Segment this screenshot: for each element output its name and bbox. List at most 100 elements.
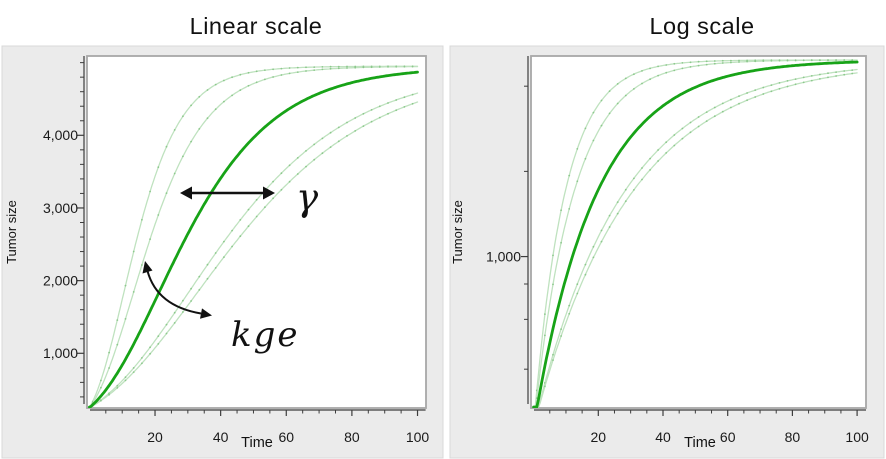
curve-marker-dot [600,99,603,102]
curve-marker-dot [149,346,152,349]
curve-marker-dot [608,214,611,217]
curve-marker-dot [132,250,135,253]
curve-marker-dot [313,143,316,146]
y-tick-label: 1,000 [486,248,521,264]
curve-marker-dot [255,70,258,73]
curve-marker-dot [198,95,201,98]
linear-scale-chart: 1,000 2,000 3,000 4,000 20 40 60 80 100 Linear … [1,13,444,459]
curve-marker-dot [657,65,659,68]
curve-marker-dot [568,208,571,210]
y-tick-label: 3,000 [43,200,78,216]
curve-marker-dot [851,69,854,71]
y-axis-label: Tumor size [450,200,465,264]
curve-marker-dot [100,386,102,389]
curve-marker-dot [280,67,283,70]
curve-marker-dot [721,59,724,62]
curve-marker-dot [198,275,201,278]
curve-marker-dot [206,117,209,120]
x-tick-label: 40 [213,429,229,445]
curve-marker-dot [214,108,217,111]
curve-marker-dot [851,72,854,75]
y-axis: 1,000 [486,56,529,404]
curve-marker-dot [305,70,307,72]
curve-marker-dot [346,65,348,68]
curve-marker-dot [403,96,406,99]
curve-marker-dot [247,84,250,87]
main-growth-curve [532,60,859,408]
curve-marker-dot [552,359,554,361]
curve-marker-dot [705,60,708,63]
curve-marker-dot [819,73,821,76]
curve-marker-dot [713,60,716,62]
curve-marker-dot [721,62,724,64]
curve-marker-dot [313,66,316,68]
curve-marker-dot [288,67,291,69]
curve-marker-dot [746,92,748,94]
curve-marker-dot [746,60,748,63]
curved-arrow-up-head-icon [142,261,153,274]
curve-marker-dot [576,180,579,183]
curve-marker-dot [280,172,283,175]
curve-marker-dot [378,116,381,119]
curve-marker-dot [835,75,837,77]
curve-marker-dot [272,197,274,200]
curve-marker-dot [827,59,829,62]
curve-marker-dot [280,188,283,191]
curve-marker-dot [231,94,234,97]
curve-marker-dot [762,86,765,89]
curve-marker-dot [247,71,250,74]
curve-marker-dot [810,59,813,62]
curve-marker-dot [149,190,152,193]
y-tick-label: 1,000 [43,345,78,361]
curve-marker-dot [346,121,348,124]
curve-marker-dot [247,208,250,211]
curve-marker-dot [592,139,595,142]
curve-marker-dot [296,71,299,73]
curve-marker-dot [754,89,757,91]
curve-marker-dot [673,62,676,65]
curve-marker-dot [794,78,797,80]
curve-marker-dot [600,240,603,243]
curve-marker-dot [843,73,846,76]
curve-marker-dot [697,64,700,67]
curve-marker-dot [411,102,414,105]
curve-marker-dot [182,311,184,313]
curve-marker-dot [296,66,299,69]
curve-marker-dot [305,66,307,69]
curve-marker-dot [835,59,837,62]
curve-marker-dot [608,226,611,228]
curve-marker-dot [190,300,193,302]
curve-marker-dot [738,59,740,62]
curve-marker-dot [354,117,357,119]
curve-marker-dot [584,127,587,130]
curve-marker-dot [272,68,274,71]
curve-marker-dot [689,61,692,64]
x-axis: 20 40 60 80 100 [534,409,869,445]
curve-marker-dot [592,256,595,259]
curve-marker-dot [810,75,813,77]
curve-marker-dot [560,335,562,337]
curve-marker-dot [584,273,587,276]
x-tick-label: 60 [278,429,294,445]
curve-marker-dot [689,131,692,134]
curve-marker-dot [206,263,209,266]
curve-marker-dot [697,60,700,63]
curve-marker-dot [329,131,332,134]
curve-marker-dot [395,109,398,112]
curved-arrow-right-head-icon [200,308,212,319]
curve-marker-dot [657,160,659,162]
curve-marker-dot [705,63,708,66]
curve-marker-dot [182,155,184,158]
main-growth-curve [88,70,419,408]
curve-marker-dot [560,209,562,212]
curve-marker-dot [665,141,668,144]
curve-marker-dot [116,319,119,321]
curve-marker-dot [387,112,389,115]
curve-marker-dot [673,144,676,147]
curve-marker-dot [313,69,316,71]
curve-marker-dot [239,73,242,76]
curve-marker-dot [754,60,757,63]
curve-marker-dot [190,140,193,143]
